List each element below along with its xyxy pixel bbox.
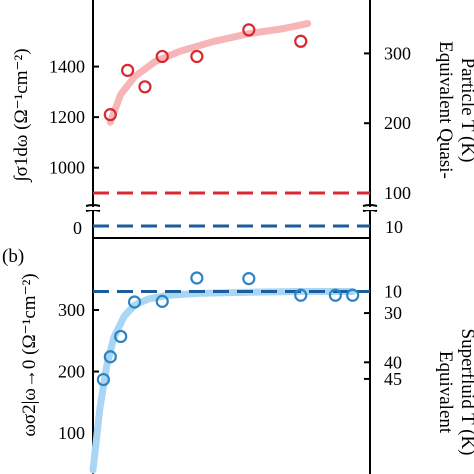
panel-a-data-point <box>155 49 169 64</box>
panel-b-data-point <box>328 288 342 302</box>
panel-b-y2tick-label: 40 <box>384 352 402 372</box>
panel-b-data-point <box>242 272 256 286</box>
panel-a-ylabel: ∫σ1dω (Ω⁻¹cm⁻²) <box>11 48 33 182</box>
panel-a-y2label-line-1: Equivalent Quasi- <box>435 41 456 179</box>
panel-a: ∫σ1dω (Ω⁻¹cm⁻²) Equivalent Quasi- Partic… <box>11 0 474 238</box>
panel-a-fit-curve <box>106 20 312 126</box>
panel-a-y2label-line-2: Particle T (K) <box>457 58 474 163</box>
panel-b-data-point <box>103 350 117 364</box>
panel-b-data-point <box>96 372 110 387</box>
panel-b-y2label-line-1: Equivalent <box>435 351 456 434</box>
panel-a-y2tick-label: 300 <box>384 43 411 63</box>
axis-break-right <box>362 204 378 212</box>
panel-a-data-point <box>242 23 256 37</box>
panel-b-ytick-label: 300 <box>58 300 85 320</box>
panel-b-fit-curve <box>89 288 357 474</box>
panel-b-data-point <box>190 271 204 285</box>
panel-b: (b) ωσ2|ω→0 (Ω⁻¹cm⁻²) Equivalent Superfl… <box>2 238 474 474</box>
panel-a-ytick-label: 1200 <box>49 107 85 127</box>
axis-break-left <box>85 204 101 212</box>
panel-a-ytick-label: 1400 <box>49 57 85 77</box>
panel-b-ytick-label: 100 <box>58 423 85 443</box>
panel-b-data-point <box>155 294 169 308</box>
panel-a-data-point <box>121 63 135 77</box>
panel-a-y2-break-tick: 10 <box>385 217 403 237</box>
panel-b-y2tick-label: 30 <box>384 303 402 323</box>
panel-a-break-label: 0 <box>73 218 82 238</box>
panel-b-y2label-line-2: Superfluid T (K) <box>457 328 474 455</box>
panel-b-data-point <box>294 288 308 302</box>
panel-a-data-point <box>103 108 117 122</box>
panel-b-y2tick-label: 45 <box>384 369 402 389</box>
panel-a-ytick-label: 1000 <box>49 158 85 178</box>
panel-b-y2tick-label: 10 <box>384 282 402 302</box>
panel-b-data-point <box>114 329 128 344</box>
panel-b-label: (b) <box>2 246 24 267</box>
panel-b-ylabel: ωσ2|ω→0 (Ω⁻¹cm⁻²) <box>19 273 40 436</box>
panel-b-ytick-label: 200 <box>58 362 85 382</box>
panel-a-data-point <box>138 80 152 94</box>
panel-b-data-point <box>346 288 360 302</box>
panel-b-data-point <box>127 295 142 309</box>
panel-a-data-point <box>190 49 204 64</box>
panel-a-data-point <box>294 34 308 48</box>
panel-a-y2tick-label: 200 <box>384 113 411 133</box>
panel-a-y2tick-label: 100 <box>384 183 411 203</box>
